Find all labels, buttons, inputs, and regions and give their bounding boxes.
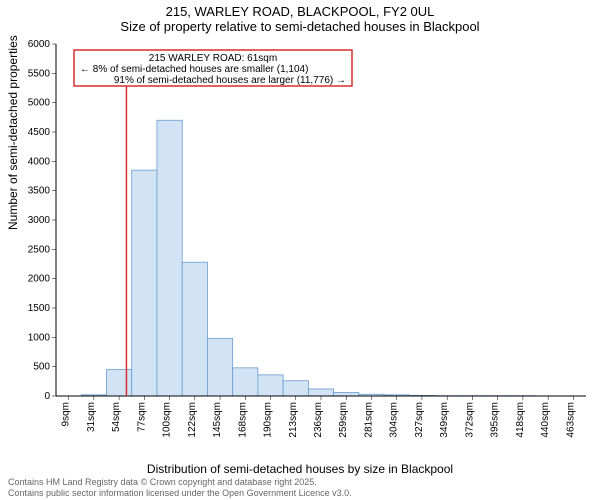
histogram-bar	[132, 170, 157, 396]
histogram-bar	[283, 381, 308, 396]
x-tick-label: 9sqm	[61, 402, 72, 426]
chart-container: 215, WARLEY ROAD, BLACKPOOL, FY2 0UL Siz…	[0, 0, 600, 500]
x-tick-label: 100sqm	[162, 402, 173, 438]
footer-line-1: Contains HM Land Registry data © Crown c…	[8, 477, 352, 487]
attribution-footer: Contains HM Land Registry data © Crown c…	[8, 477, 352, 498]
x-tick-label: 54sqm	[111, 402, 122, 432]
y-tick-label: 3000	[28, 215, 51, 226]
histogram-bar	[258, 375, 283, 396]
x-tick-label: 349sqm	[439, 402, 450, 438]
histogram-bar	[308, 389, 333, 396]
y-tick-label: 4000	[28, 156, 51, 167]
x-tick-label: 190sqm	[263, 402, 274, 438]
reference-box-line1: 215 WARLEY ROAD: 61sqm	[149, 53, 277, 64]
x-tick-label: 122sqm	[187, 402, 198, 438]
y-tick-label: 1500	[28, 303, 51, 314]
y-tick-label: 500	[33, 362, 50, 373]
x-tick-label: 304sqm	[389, 402, 400, 438]
x-tick-label: 463sqm	[565, 402, 576, 438]
x-tick-label: 145sqm	[212, 402, 223, 438]
histogram-bar	[182, 262, 207, 396]
x-tick-label: 418sqm	[515, 402, 526, 438]
reference-box-line3: 91% of semi-detached houses are larger (…	[114, 75, 346, 86]
y-tick-label: 6000	[28, 39, 51, 50]
x-tick-label: 259sqm	[338, 402, 349, 438]
x-tick-label: 168sqm	[237, 402, 248, 438]
histogram-bar	[207, 339, 232, 396]
y-tick-label: 3500	[28, 186, 51, 197]
x-tick-label: 372sqm	[464, 402, 475, 438]
x-tick-label: 213sqm	[288, 402, 299, 438]
y-tick-label: 1000	[28, 332, 51, 343]
y-tick-label: 5000	[28, 98, 51, 109]
footer-line-2: Contains public sector information licen…	[8, 488, 352, 498]
reference-box-line2: ← 8% of semi-detached houses are smaller…	[80, 64, 308, 75]
x-tick-label: 440sqm	[540, 402, 551, 438]
histogram-bar	[334, 392, 359, 396]
x-tick-label: 327sqm	[414, 402, 425, 438]
x-tick-label: 281sqm	[363, 402, 374, 438]
y-tick-label: 4500	[28, 127, 51, 138]
x-tick-label: 77sqm	[136, 402, 147, 432]
histogram-bar	[157, 120, 182, 396]
x-tick-label: 395sqm	[490, 402, 501, 438]
histogram-bar	[233, 368, 258, 396]
y-tick-label: 5500	[28, 68, 51, 79]
x-tick-label: 236sqm	[313, 402, 324, 438]
y-tick-label: 2500	[28, 244, 51, 255]
y-tick-label: 2000	[28, 274, 51, 285]
chart-svg: 0 500 1000 1500 2000 2500 3000 3500 4000 4500 5000…	[0, 0, 600, 500]
y-tick-label: 0	[44, 391, 50, 402]
x-tick-label: 31sqm	[86, 402, 97, 432]
x-axis-label: Distribution of semi-detached houses by …	[0, 462, 600, 476]
histogram-bar	[106, 370, 131, 396]
